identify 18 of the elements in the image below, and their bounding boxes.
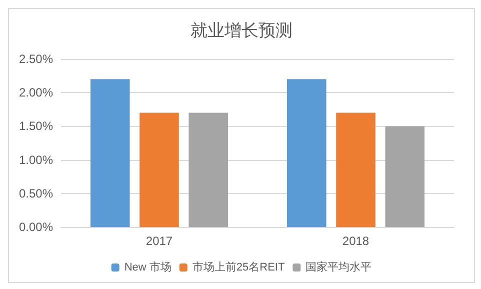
x-tick-label: 2018	[342, 234, 370, 248]
bar	[286, 79, 326, 227]
y-tick-label: 0.00%	[18, 220, 54, 234]
legend-label: New 市场	[124, 260, 172, 274]
legend-label: 市场上前25名REIT	[192, 260, 285, 274]
bar	[188, 112, 228, 227]
bar	[336, 112, 376, 227]
y-tick-label: 2.50%	[18, 52, 54, 66]
y-tick-label: 1.00%	[18, 152, 54, 167]
bar	[90, 79, 130, 227]
y-tick-label: 1.50%	[18, 119, 54, 134]
bar	[385, 126, 425, 227]
chart-title: 就业增长预测	[190, 21, 292, 40]
legend-label: 国家平均水平	[306, 260, 372, 274]
y-tick-label: 2.00%	[18, 86, 54, 100]
bar	[140, 112, 179, 227]
y-tick-label: 0.50%	[18, 186, 54, 200]
x-tick-label: 2017	[146, 234, 173, 248]
